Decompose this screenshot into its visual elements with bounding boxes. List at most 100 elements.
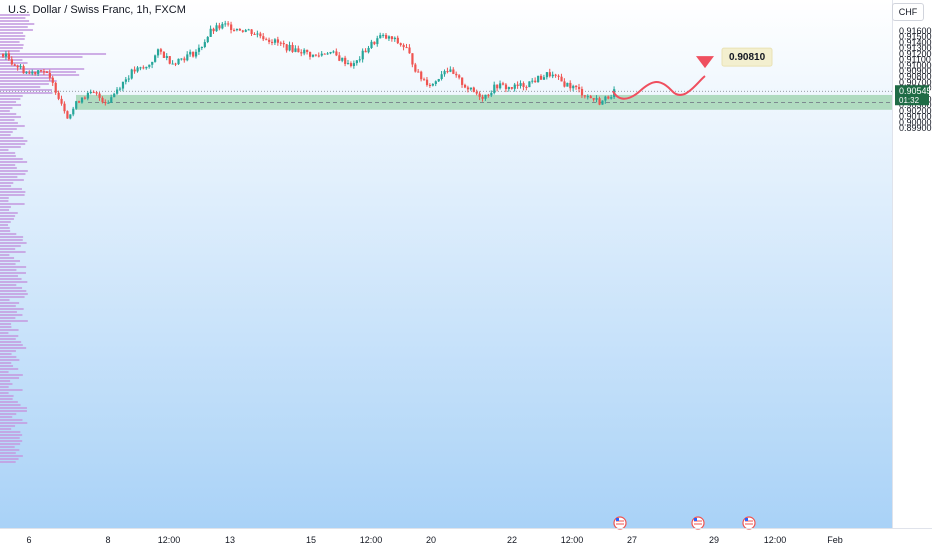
candle-body[interactable]	[551, 74, 554, 77]
candle-body[interactable]	[200, 47, 204, 49]
candle-body[interactable]	[370, 41, 373, 48]
candle-body[interactable]	[382, 34, 385, 36]
candle-body[interactable]	[282, 42, 285, 45]
candle-body[interactable]	[423, 79, 426, 81]
candle-body[interactable]	[51, 77, 54, 83]
candle-body[interactable]	[57, 92, 60, 99]
candle-body[interactable]	[107, 102, 110, 104]
candle-body[interactable]	[145, 66, 148, 69]
candle-body[interactable]	[513, 84, 516, 89]
candle-body[interactable]	[490, 92, 493, 96]
candle-body[interactable]	[259, 33, 262, 37]
candle-body[interactable]	[493, 84, 496, 93]
candle-body[interactable]	[487, 94, 490, 96]
candle-body[interactable]	[48, 73, 51, 78]
candle-body[interactable]	[186, 54, 189, 61]
candle-body[interactable]	[566, 82, 569, 87]
candle-body[interactable]	[124, 79, 127, 82]
candle-body[interactable]	[417, 71, 420, 73]
candle-body[interactable]	[189, 51, 192, 55]
candle-body[interactable]	[83, 97, 87, 99]
candle-body[interactable]	[116, 89, 119, 94]
candle-body[interactable]	[110, 97, 113, 103]
candle-body[interactable]	[22, 66, 25, 74]
us-event-flag-icon[interactable]	[691, 516, 705, 530]
candle-body[interactable]	[136, 67, 139, 72]
candle-body[interactable]	[206, 36, 209, 43]
candle-body[interactable]	[34, 71, 37, 74]
candle-body[interactable]	[221, 23, 224, 29]
candle-body[interactable]	[361, 50, 364, 60]
candle-body[interactable]	[534, 80, 537, 83]
candle-body[interactable]	[557, 75, 560, 77]
candle-body[interactable]	[98, 93, 101, 98]
y-axis[interactable]: 0.916000.915000.914000.913000.912000.911…	[899, 26, 932, 133]
candle-body[interactable]	[542, 77, 546, 80]
candle-body[interactable]	[232, 29, 236, 31]
candle-body[interactable]	[262, 36, 265, 40]
candle-body[interactable]	[355, 60, 358, 64]
candle-body[interactable]	[379, 35, 382, 39]
candle-body[interactable]	[475, 91, 478, 94]
candle-body[interactable]	[156, 49, 160, 56]
candle-body[interactable]	[548, 72, 551, 77]
candle-body[interactable]	[256, 33, 259, 35]
candle-body[interactable]	[10, 59, 13, 65]
candle-body[interactable]	[209, 28, 212, 37]
candle-body[interactable]	[431, 83, 434, 86]
candle-body[interactable]	[455, 73, 458, 76]
candle-body[interactable]	[528, 81, 531, 88]
candle-body[interactable]	[276, 39, 280, 43]
candle-body[interactable]	[309, 51, 312, 57]
candle-body[interactable]	[314, 54, 318, 56]
candle-body[interactable]	[142, 67, 145, 69]
candle-body[interactable]	[78, 101, 81, 103]
candle-body[interactable]	[598, 98, 601, 105]
us-event-flag-icon[interactable]	[613, 516, 627, 530]
candle-body[interactable]	[303, 49, 306, 54]
candle-body[interactable]	[268, 39, 271, 42]
candle-body[interactable]	[42, 71, 46, 73]
candle-body[interactable]	[306, 49, 309, 52]
candle-body[interactable]	[425, 79, 429, 85]
candle-body[interactable]	[481, 96, 484, 99]
candle-body[interactable]	[212, 28, 215, 32]
candle-body[interactable]	[408, 47, 411, 54]
candle-body[interactable]	[139, 67, 142, 69]
candle-body[interactable]	[373, 41, 376, 45]
candle-body[interactable]	[352, 63, 356, 67]
candle-body[interactable]	[522, 83, 525, 87]
candle-body[interactable]	[75, 101, 78, 109]
candle-body[interactable]	[273, 39, 277, 43]
candle-body[interactable]	[244, 30, 247, 32]
candle-body[interactable]	[168, 56, 171, 64]
candle-body[interactable]	[159, 49, 163, 52]
candle-body[interactable]	[569, 82, 572, 89]
candle-body[interactable]	[104, 102, 107, 104]
candle-body[interactable]	[510, 87, 513, 89]
candle-body[interactable]	[28, 72, 31, 74]
candle-body[interactable]	[504, 84, 508, 90]
candle-body[interactable]	[86, 93, 89, 99]
candle-body[interactable]	[507, 87, 511, 90]
economic-events[interactable]	[613, 516, 756, 530]
candle-body[interactable]	[341, 57, 344, 61]
candle-body[interactable]	[45, 71, 49, 74]
candle-body[interactable]	[332, 51, 335, 53]
candle-body[interactable]	[563, 81, 566, 87]
candle-body[interactable]	[577, 87, 581, 90]
candle-body[interactable]	[40, 70, 43, 72]
candle-body[interactable]	[531, 80, 534, 82]
candle-body[interactable]	[174, 63, 177, 65]
candle-body[interactable]	[463, 84, 467, 88]
candle-body[interactable]	[192, 51, 195, 57]
candle-body[interactable]	[113, 93, 116, 98]
candle-body[interactable]	[560, 76, 563, 82]
candle-body[interactable]	[484, 94, 487, 99]
candle-body[interactable]	[250, 29, 253, 34]
candle-body[interactable]	[72, 108, 75, 115]
candle-body[interactable]	[358, 59, 361, 61]
candle-body[interactable]	[604, 96, 607, 101]
candle-body[interactable]	[89, 91, 92, 94]
candle-body[interactable]	[405, 47, 408, 49]
